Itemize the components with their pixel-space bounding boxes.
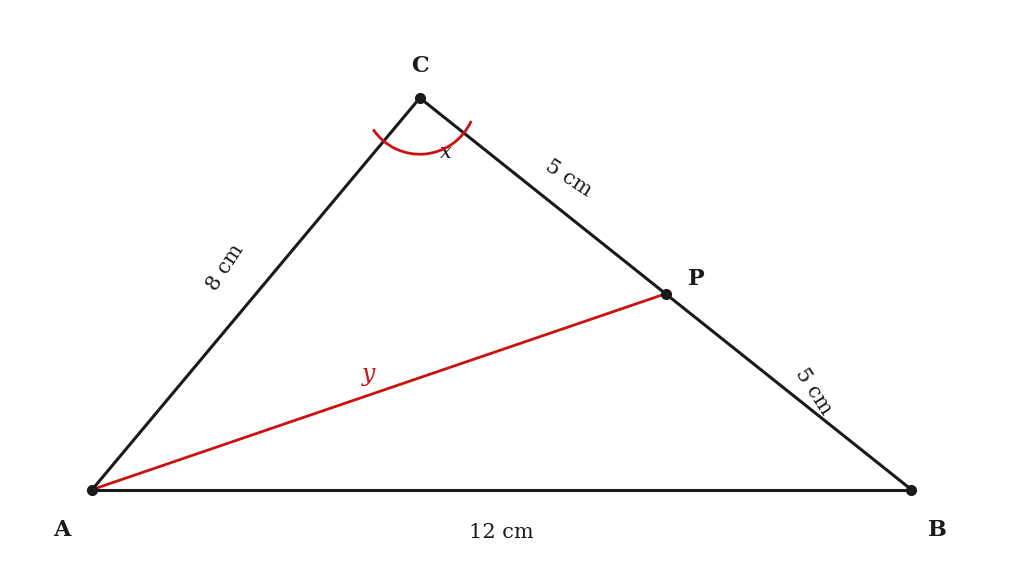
Text: 12 cm: 12 cm — [469, 524, 535, 542]
Text: 8 cm: 8 cm — [204, 241, 247, 294]
Text: x: x — [439, 143, 452, 162]
Text: 5 cm: 5 cm — [542, 157, 595, 200]
Text: B: B — [928, 519, 946, 541]
Text: P: P — [688, 268, 705, 290]
Text: 5 cm: 5 cm — [793, 365, 836, 418]
Text: A: A — [53, 519, 70, 541]
Text: C: C — [411, 55, 429, 77]
Text: y: y — [361, 363, 376, 386]
